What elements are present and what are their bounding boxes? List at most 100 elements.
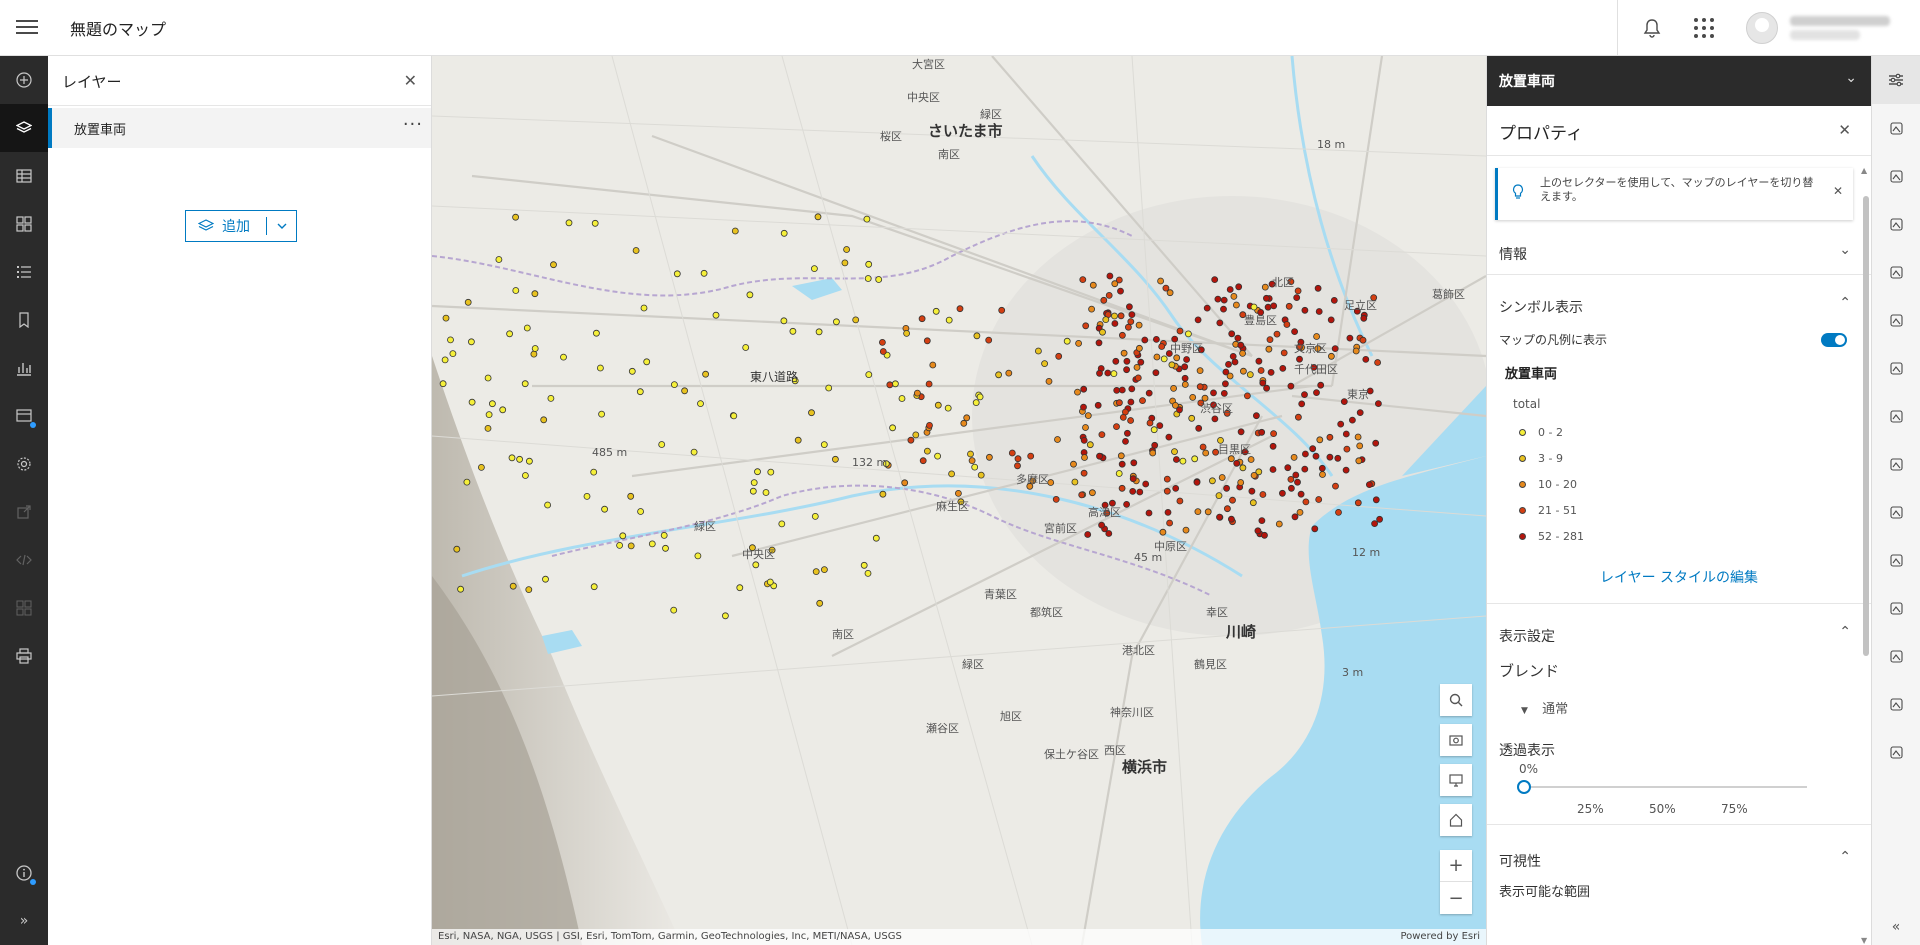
map-view[interactable]: 大宮区 中央区 緑区 さいたま市 桜区 南区 18 m 東八道路 中野区 文京区 北区 足立区 豊島区葛… <box>432 56 1486 945</box>
slider-thumb[interactable] <box>1517 780 1531 794</box>
map-place-label: 12 m <box>1352 546 1381 559</box>
vehicle-point <box>820 441 828 449</box>
notifications-bell-icon[interactable] <box>1632 8 1672 48</box>
home-icon[interactable] <box>1440 804 1472 836</box>
pop-ups-icon[interactable] <box>1872 248 1920 296</box>
map-place-label: 鶴見区 <box>1194 658 1227 671</box>
zoom-out-button[interactable]: − <box>1448 887 1464 909</box>
tools-icon[interactable] <box>1872 728 1920 776</box>
menu-icon[interactable] <box>14 16 40 38</box>
add-rail-button[interactable] <box>0 56 48 104</box>
vehicle-point <box>1118 460 1126 468</box>
vehicle-point <box>1128 311 1136 319</box>
vehicle-point <box>1203 304 1211 312</box>
map-title[interactable]: 無題のマップ <box>70 20 167 39</box>
properties-scrollbar[interactable]: ▲ ▼ <box>1861 166 1869 945</box>
effects-icon[interactable] <box>1872 200 1920 248</box>
chevron-down-icon[interactable] <box>267 223 296 229</box>
screenshot-icon[interactable] <box>1440 724 1472 756</box>
attribution-text: Esri, NASA, NGA, USGS | GSI, Esri, TomTo… <box>438 931 902 942</box>
layer-selector[interactable]: 放置車両 ⌄ <box>1487 56 1871 106</box>
vehicle-point <box>864 570 872 577</box>
vehicle-point <box>439 380 447 388</box>
edit-icon[interactable] <box>1872 632 1920 680</box>
basemap-rail-button[interactable] <box>0 200 48 248</box>
table-rail-button[interactable] <box>0 152 48 200</box>
vehicle-point <box>903 329 911 337</box>
powered-by-esri[interactable]: Powered by Esri <box>1400 931 1480 942</box>
info-section: 情報 ⌄ <box>1487 228 1871 275</box>
vehicle-point <box>1359 336 1367 344</box>
blend-mode-select[interactable]: ▼ 通常 <box>1487 692 1871 736</box>
display-icon[interactable] <box>1440 764 1472 796</box>
info-icon[interactable] <box>0 849 48 897</box>
configure-popup-icon[interactable] <box>1872 296 1920 344</box>
layer-list-item[interactable]: 放置車両 ··· <box>48 108 431 148</box>
map-properties-rail-button[interactable] <box>0 392 48 440</box>
properties-icon[interactable] <box>1872 56 1920 104</box>
layers-panel-title: レイヤー <box>62 73 122 91</box>
vehicle-point <box>670 381 678 389</box>
forms-icon[interactable] <box>1872 440 1920 488</box>
vehicle-point <box>1287 475 1295 483</box>
vehicle-point <box>1133 363 1141 371</box>
vehicle-point <box>1159 528 1167 536</box>
vehicle-point <box>875 276 883 283</box>
vehicle-point <box>1228 515 1235 523</box>
print-rail-button[interactable] <box>0 632 48 680</box>
more-options-icon[interactable]: ··· <box>402 114 423 135</box>
vehicle-point <box>1176 327 1184 335</box>
info-section-header[interactable]: 情報 ⌄ <box>1499 242 1851 263</box>
bookmark-rail-button[interactable] <box>0 296 48 344</box>
directions-icon[interactable] <box>1872 680 1920 728</box>
search-icon[interactable] <box>1440 684 1472 716</box>
vehicle-point <box>825 384 833 392</box>
fields-icon[interactable] <box>1872 392 1920 440</box>
user-name-blurred[interactable] <box>1790 12 1890 44</box>
vehicle-point <box>1209 477 1216 485</box>
user-avatar[interactable] <box>1746 12 1778 44</box>
app-launcher-icon[interactable] <box>1684 8 1724 48</box>
filter-icon[interactable] <box>1872 152 1920 200</box>
dismiss-icon[interactable]: ✕ <box>1832 184 1843 198</box>
legend-rail-button[interactable] <box>0 248 48 296</box>
vehicle-point <box>1372 496 1380 504</box>
close-icon[interactable]: ✕ <box>403 71 417 90</box>
vehicle-points-layer[interactable] <box>439 213 1383 620</box>
share-icon <box>17 505 31 519</box>
edit-layer-style-link[interactable]: レイヤー スタイルの編集 <box>1599 570 1759 586</box>
styles-icon[interactable] <box>1872 104 1920 152</box>
labels-icon[interactable] <box>1872 344 1920 392</box>
chevron-down-icon[interactable]: ⌄ <box>1845 70 1857 86</box>
vehicle-point <box>531 290 539 298</box>
vehicle-point <box>814 213 822 221</box>
vehicle-point <box>1141 336 1149 344</box>
vehicle-point <box>1247 456 1255 463</box>
sketch-icon[interactable] <box>1872 536 1920 584</box>
visibility-section-header[interactable]: 可視性 ⌃ <box>1499 849 1851 870</box>
layers-rail-button[interactable] <box>0 104 48 152</box>
expand-toolbar-icon[interactable]: » <box>19 913 29 929</box>
zoom-in-button[interactable]: + <box>1440 850 1472 882</box>
map-place-label: 高津区 <box>1088 506 1121 519</box>
blend-mode-value: 通常 <box>1542 702 1569 717</box>
vehicle-point <box>986 453 993 461</box>
vehicle-point <box>742 344 750 351</box>
vehicle-point <box>1142 480 1150 488</box>
settings-rail-button[interactable] <box>0 440 48 488</box>
vehicle-point <box>1146 419 1154 427</box>
collapse-toolbar-icon[interactable]: « <box>1891 919 1901 935</box>
chart-rail-button[interactable] <box>0 344 48 392</box>
close-icon[interactable]: ✕ <box>1838 121 1851 139</box>
transparency-slider[interactable]: 25% 50% 75% <box>1517 780 1807 824</box>
symbology-section-header[interactable]: シンボル表示 ⌃ <box>1499 295 1851 316</box>
vehicle-point <box>1250 303 1258 311</box>
display-section-header[interactable]: 表示設定 ⌃ <box>1499 624 1851 645</box>
vehicle-point <box>1326 433 1334 441</box>
analysis-icon[interactable] <box>1872 488 1920 536</box>
add-button[interactable]: 追加 <box>186 211 266 241</box>
map-place-label: 多摩区 <box>1016 473 1049 486</box>
measure-icon[interactable] <box>1872 584 1920 632</box>
show-in-legend-toggle[interactable] <box>1821 333 1847 347</box>
vehicle-point <box>810 265 818 273</box>
